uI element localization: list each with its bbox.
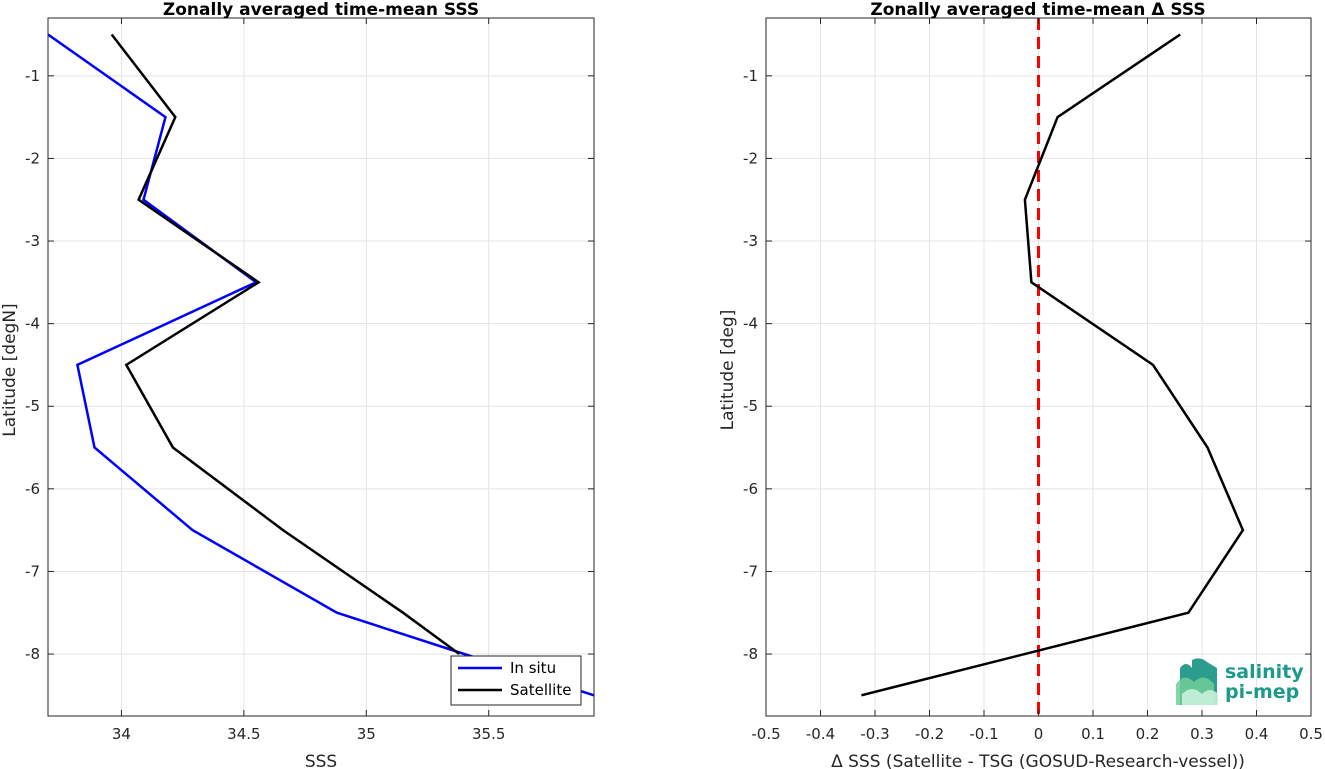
y-axis-label: Latitude [degN]	[0, 303, 20, 436]
x-tick-label: -0.2	[915, 725, 944, 743]
y-tick-label: -3	[25, 232, 40, 250]
x-tick-label: 0.1	[1081, 725, 1105, 743]
x-axis-label: Δ SSS (Satellite - TSG (GOSUD-Research-v…	[831, 752, 1245, 769]
y-tick-label: -5	[25, 397, 40, 415]
plot-area	[48, 18, 594, 716]
sss-chart: 34 34.5 35 35.5 -1 -2 -3 -4 -5 -6 -7 -8 Zonally ave…	[0, 0, 595, 769]
y-tick-label: -2	[743, 149, 758, 167]
y-tick-label: -1	[25, 67, 40, 85]
series-line-in-situ	[47, 33, 595, 697]
x-tick-label: 0.2	[1136, 725, 1160, 743]
x-tick-label: 35	[357, 725, 376, 743]
series-line-satellite	[110, 33, 461, 656]
x-tick-label: 0.3	[1190, 725, 1214, 743]
y-tick-label: -8	[25, 645, 40, 663]
y-tick-label: -1	[743, 67, 758, 85]
logo-text-pi-mep: pi-mep	[1225, 681, 1299, 703]
ticks: -0.5 -0.4 -0.3 -0.2 -0.1 0 0.1 0.2 0.3 0.4 0.5 -1 -2…	[743, 18, 1323, 743]
y-tick-label: -5	[743, 397, 758, 415]
legend-label-satellite: Satellite	[510, 681, 571, 699]
legend-box	[450, 655, 582, 706]
x-tick-label: 34	[112, 725, 131, 743]
x-tick-label: 34.5	[227, 725, 260, 743]
salinity-pi-mep-logo: salinity pi-mep	[1176, 658, 1304, 705]
wave-logo-icon	[1176, 658, 1218, 705]
logo-text-salinity: salinity	[1225, 661, 1304, 683]
y-tick-label: -3	[743, 232, 758, 250]
legend: In situ Satellite	[450, 655, 582, 706]
series-group	[861, 33, 1245, 697]
x-tick-label: -0.4	[806, 725, 835, 743]
y-tick-label: -7	[743, 562, 758, 580]
y-tick-label: -4	[25, 315, 40, 333]
axes-box	[47, 17, 595, 717]
y-tick-label: -8	[743, 645, 758, 663]
grid	[48, 18, 594, 716]
y-tick-label: -6	[743, 480, 758, 498]
x-tick-label: 35.5	[472, 725, 505, 743]
y-tick-label: -2	[25, 149, 40, 167]
x-tick-label: 0.4	[1245, 725, 1269, 743]
ticks: 34 34.5 35 35.5 -1 -2 -3 -4 -5 -6 -7 -8	[25, 18, 594, 743]
series-line-series-1	[861, 33, 1245, 697]
series-group	[47, 33, 595, 697]
chart-title: Zonally averaged time-mean Δ SSS	[870, 0, 1205, 20]
y-tick-label: -6	[25, 480, 40, 498]
y-axis-label: Latitude [deg]	[718, 310, 738, 431]
legend-label-in-situ: In situ	[510, 659, 556, 677]
x-tick-label: -0.3	[860, 725, 889, 743]
x-axis-label: SSS	[305, 752, 337, 769]
x-tick-label: -0.1	[969, 725, 998, 743]
x-tick-label: 0	[1034, 725, 1044, 743]
delta-sss-chart: -0.5 -0.4 -0.3 -0.2 -0.1 0 0.1 0.2 0.3 0.4 0.5 -1 -2…	[718, 0, 1323, 769]
x-tick-label: -0.5	[751, 725, 780, 743]
y-tick-label: -7	[25, 562, 40, 580]
chart-title: Zonally averaged time-mean SSS	[163, 0, 479, 20]
x-tick-label: 0.5	[1299, 725, 1323, 743]
y-tick-label: -4	[743, 315, 758, 333]
